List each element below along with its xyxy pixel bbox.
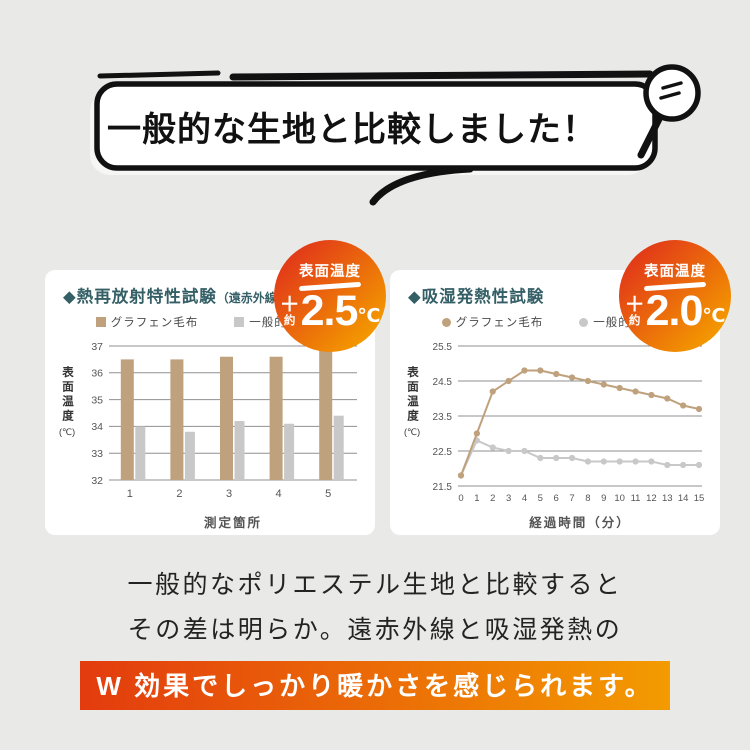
svg-text:4: 4: [522, 493, 527, 504]
svg-text:12: 12: [646, 493, 657, 504]
magnifier-glint-1: [661, 81, 683, 90]
svg-text:36: 36: [91, 368, 103, 380]
svg-text:1: 1: [474, 493, 479, 504]
panel-left-title: ◆熱再放射特性試験（遠赤外線）: [63, 283, 289, 307]
svg-text:3: 3: [506, 493, 511, 504]
speech-bubble-outline: [90, 64, 701, 206]
svg-text:21.5: 21.5: [433, 482, 453, 493]
svg-text:10: 10: [614, 493, 625, 504]
line-chart: 21.5 22.5 23.5 24.5 25.5 0 1 2 3 4 5 6 7 8 9 10 11 12 13 14…: [418, 340, 712, 532]
svg-text:5: 5: [325, 488, 331, 500]
general-dot-icon: [579, 317, 589, 327]
y-axis-title-left: 表面温度 (℃): [59, 366, 76, 437]
bubble-overstroke-right: [229, 70, 654, 81]
svg-text:35: 35: [91, 394, 103, 406]
svg-text:0: 0: [458, 493, 463, 504]
plus-sign: ＋: [279, 293, 300, 316]
badge-label: 表面温度: [299, 263, 361, 280]
footer-highlight: W 効果でしっかり暖かさを感じられます。: [80, 661, 670, 710]
badge-value: 2.5: [300, 286, 359, 335]
graphene-dot-icon: [441, 317, 451, 327]
panel-right-title: ◆吸湿発熱性試験: [408, 283, 544, 307]
svg-text:6: 6: [554, 493, 559, 504]
badge-label: 表面温度: [644, 263, 706, 280]
svg-text:23.5: 23.5: [433, 412, 453, 423]
panel-left-title-main: ◆熱再放射特性試験: [63, 288, 217, 306]
svg-text:8: 8: [585, 493, 590, 504]
svg-text:2: 2: [176, 488, 182, 500]
magnifier-glint-2: [659, 91, 681, 100]
panel-heat-reradiation: ◆熱再放射特性試験（遠赤外線） グラフェン毛布 一般的な生地 表面温度 (℃) …: [45, 270, 375, 535]
magnifier-icon: [643, 64, 701, 122]
surface-temp-badge-left: 表面温度 ＋ 約 2.5 ℃: [274, 240, 386, 352]
badge-value-row: ＋ 約 2.0 ℃: [624, 286, 726, 335]
bubble-overstroke-left: [97, 70, 221, 79]
panel-left-title-suffix: （遠赤外線）: [216, 291, 289, 305]
legend-item-graphene: グラフェン毛布: [441, 314, 544, 330]
svg-text:25.5: 25.5: [433, 342, 453, 353]
legend-label: グラフェン毛布: [110, 317, 199, 329]
approx-label: 約: [283, 314, 296, 327]
svg-text:9: 9: [601, 493, 606, 504]
graphene-swatch-icon: [95, 317, 106, 327]
bubble-tail: [369, 165, 474, 206]
footer-line-2: その差は明らか。遠赤外線と吸湿発熱の: [127, 615, 623, 644]
svg-text:32: 32: [91, 475, 103, 487]
badge-value: 2.0: [645, 286, 704, 335]
svg-text:5: 5: [538, 493, 543, 504]
svg-text:13: 13: [662, 493, 673, 504]
bar-chart: 32 33 34 35 36 37 1 2 3 4 5 測定箇所: [73, 340, 367, 532]
svg-text:2: 2: [490, 493, 495, 504]
badge-unit: ℃: [702, 305, 726, 327]
svg-text:1: 1: [127, 488, 133, 500]
svg-text:37: 37: [91, 341, 103, 353]
badge-value-row: ＋ 約 2.5 ℃: [279, 286, 381, 335]
svg-text:14: 14: [678, 493, 689, 504]
footer-line-1: 一般的なポリエステル生地と比較すると: [127, 571, 623, 599]
svg-text:33: 33: [91, 448, 103, 460]
general-swatch-icon: [234, 317, 245, 327]
svg-text:3: 3: [226, 488, 232, 500]
svg-text:測定箇所: 測定箇所: [204, 515, 262, 530]
page-title: 一般的な生地と比較しました！: [107, 110, 597, 149]
svg-text:34: 34: [91, 421, 103, 433]
svg-text:経過時間（分）: 経過時間（分）: [529, 515, 631, 530]
badge-unit: ℃: [357, 305, 381, 327]
svg-text:7: 7: [569, 493, 574, 504]
surface-temp-badge-right: 表面温度 ＋ 約 2.0 ℃: [619, 240, 731, 352]
svg-text:15: 15: [694, 493, 705, 504]
footer-copy: 一般的なポリエステル生地と比較すると その差は明らか。遠赤外線と吸湿発熱の W …: [0, 563, 750, 710]
y-axis-title-right: 表面温度 (℃): [404, 366, 421, 437]
panel-right-title-main: ◆吸湿発熱性試験: [408, 288, 545, 306]
magnifier-handle: [637, 111, 665, 159]
svg-text:4: 4: [276, 488, 282, 500]
approx-label: 約: [628, 314, 641, 327]
plus-sign: ＋: [624, 293, 645, 316]
legend-item-graphene: グラフェン毛布: [95, 314, 199, 330]
svg-text:22.5: 22.5: [433, 447, 453, 458]
svg-text:24.5: 24.5: [433, 377, 453, 388]
svg-text:11: 11: [631, 493, 641, 504]
legend-label: グラフェン毛布: [455, 317, 544, 329]
